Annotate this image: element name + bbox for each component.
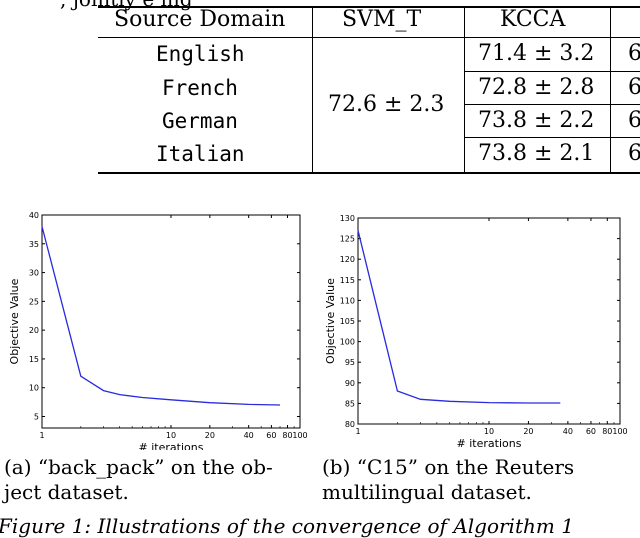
table-vrule-3 [610, 6, 611, 174]
row-italian-last: 6 [628, 141, 640, 166]
svm-t-merged-value: 72.6 ± 2.3 [328, 92, 444, 117]
y-tick-label: 105 [340, 317, 355, 326]
y-axis-label: Objective Value [8, 278, 21, 364]
row-english-last: 6 [628, 41, 640, 66]
plot-frame [42, 215, 300, 428]
caption-b: (b) “C15” on the Reuters multilingual da… [322, 455, 574, 505]
x-tick-label: 40 [244, 431, 254, 440]
header-source-domain: Source Domain [114, 7, 285, 32]
x-tick-label: 40 [563, 427, 573, 436]
x-tick-label: 10 [166, 431, 176, 440]
row-italian-domain: Italian [156, 142, 245, 166]
row-english-domain: English [156, 42, 245, 66]
x-tick-label: 20 [523, 427, 533, 436]
row-french-last: 6 [628, 75, 640, 100]
caption-b-line-1: (b) “C15” on the Reuters [322, 455, 574, 480]
y-tick-label: 20 [29, 326, 39, 335]
y-tick-label: 85 [345, 399, 355, 408]
y-tick-label: 40 [29, 211, 39, 220]
table-rule-row2-kcca [464, 104, 640, 105]
y-tick-label: 5 [34, 412, 39, 421]
row-french-domain: French [162, 76, 238, 100]
row-german-domain: German [162, 109, 238, 133]
row-german-kcca: 73.8 ± 2.2 [478, 108, 594, 133]
row-french-kcca: 72.8 ± 2.8 [478, 75, 594, 100]
y-tick-label: 95 [345, 358, 355, 367]
x-tick-label: 60 [586, 427, 596, 436]
table-rule-bottom [98, 172, 640, 174]
y-tick-label: 10 [29, 384, 39, 393]
x-tick-label: 1 [355, 427, 360, 436]
results-table: Source Domain SVM_T KCCA English French … [98, 0, 640, 180]
table-rule-header [98, 37, 640, 38]
plot-frame [358, 218, 620, 424]
header-svm-t: SVM_T [342, 7, 421, 32]
y-tick-label: 15 [29, 355, 39, 364]
table-rule-row3-kcca [464, 137, 640, 138]
table-rule-row1-kcca [464, 71, 640, 72]
caption-b-line-2: multilingual dataset. [322, 480, 574, 505]
y-tick-label: 30 [29, 269, 39, 278]
row-italian-kcca: 73.8 ± 2.1 [478, 141, 594, 166]
y-axis-label: Objective Value [324, 278, 337, 364]
y-tick-label: 115 [340, 276, 355, 285]
x-tick-label: 100 [612, 427, 627, 436]
caption-a: (a) “back_pack” on the ob- ject dataset. [4, 455, 273, 505]
x-axis-label: # iterations [139, 441, 204, 450]
x-tick-label: 100 [292, 431, 307, 440]
y-tick-label: 125 [340, 235, 355, 244]
x-axis-label: # iterations [457, 437, 522, 450]
caption-a-line-2: ject dataset. [4, 480, 273, 505]
x-tick-label: 80 [602, 427, 612, 436]
figure-caption-partial: Figure 1: Illustrations of the convergen… [0, 514, 574, 538]
y-tick-label: 35 [29, 240, 39, 249]
table-vrule-2 [464, 6, 465, 174]
y-tick-label: 110 [340, 296, 355, 305]
caption-a-line-1: (a) “back_pack” on the ob- [4, 455, 273, 480]
x-tick-label: 60 [266, 431, 276, 440]
y-tick-label: 130 [340, 214, 355, 223]
table-vrule-1 [312, 6, 313, 174]
x-tick-label: 80 [282, 431, 292, 440]
y-tick-label: 100 [340, 338, 355, 347]
y-tick-label: 80 [345, 420, 355, 429]
x-tick-label: 10 [484, 427, 494, 436]
y-tick-label: 120 [340, 255, 355, 264]
row-german-last: 6 [628, 108, 640, 133]
x-tick-label: 20 [205, 431, 215, 440]
row-english-kcca: 71.4 ± 3.2 [478, 41, 594, 66]
x-tick-label: 1 [39, 431, 44, 440]
y-tick-label: 90 [345, 379, 355, 388]
y-tick-label: 25 [29, 297, 39, 306]
header-kcca: KCCA [500, 7, 565, 32]
